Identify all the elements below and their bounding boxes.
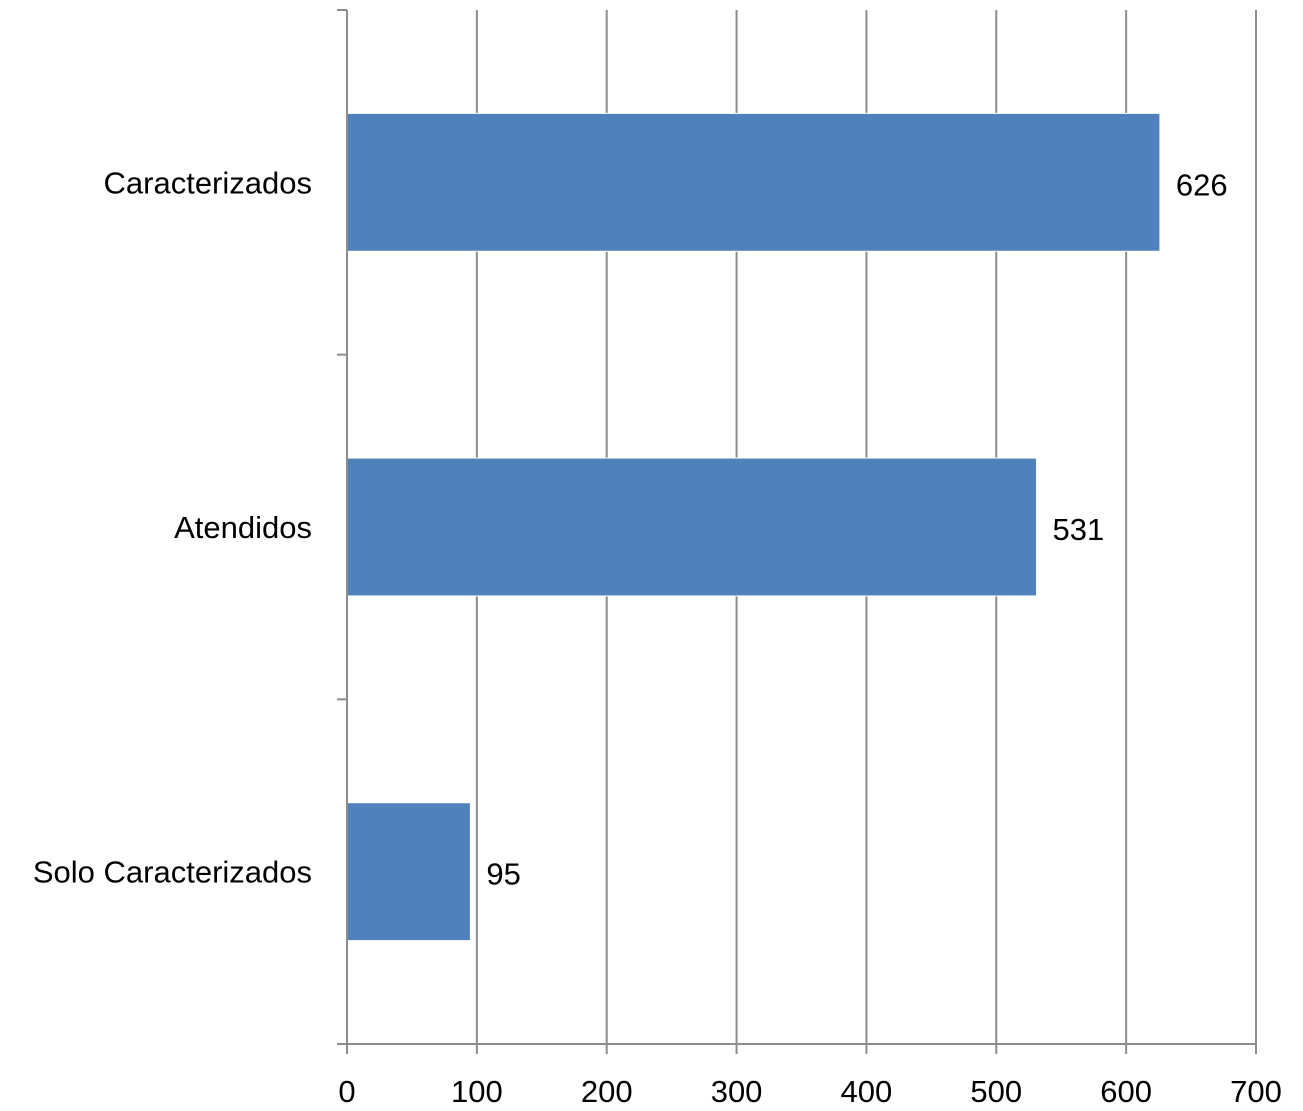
category-label: Caracterizados [104, 165, 312, 200]
bar-solo-caracterizados [346, 802, 471, 942]
x-tick-label: 600 [1100, 1074, 1152, 1109]
labels: 0 100 200 300 400 500 600 700 Caracterizados 626 A… [33, 165, 1282, 1109]
category-label: Solo Caracterizados [33, 855, 312, 890]
x-tick-label: 400 [841, 1074, 893, 1109]
bar-atendidos [346, 457, 1038, 597]
x-tick-label: 0 [338, 1074, 355, 1109]
bar-value-label: 95 [486, 857, 520, 892]
category-label: Atendidos [174, 510, 312, 545]
bar-value-label: 531 [1053, 512, 1105, 547]
bar-value-label: 626 [1176, 167, 1228, 202]
x-tick-label: 200 [581, 1074, 633, 1109]
x-tick-label: 100 [451, 1074, 503, 1109]
bar-caracterizados [346, 112, 1161, 252]
bars [346, 112, 1161, 942]
x-tick-label: 300 [711, 1074, 763, 1109]
axes [337, 9, 1257, 1054]
x-tick-label: 700 [1230, 1074, 1282, 1109]
x-tick-label: 500 [970, 1074, 1022, 1109]
